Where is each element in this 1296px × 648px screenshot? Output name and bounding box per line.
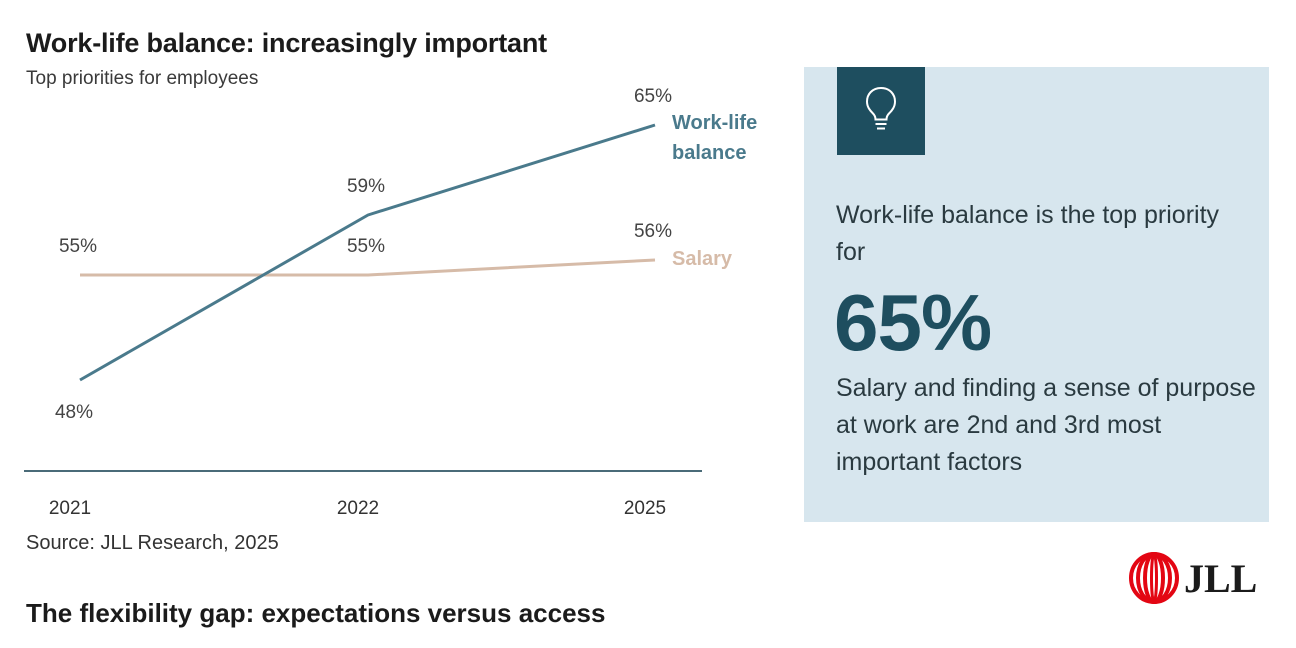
series-name-work-life-balance: balance (672, 142, 746, 164)
x-tick-label: 2022 (337, 498, 379, 519)
data-label-salary: 56% (634, 221, 672, 242)
jll-logo: JLL (1128, 552, 1257, 604)
data-label-salary: 55% (59, 236, 97, 257)
panel-big-number: 65% (834, 278, 992, 367)
icon-box (837, 67, 925, 155)
chart-subtitle: Top priorities for employees (26, 68, 259, 89)
source-note: Source: JLL Research, 2025 (26, 532, 279, 554)
panel-intro-text: Work-life balance is the top priority fo… (836, 201, 1220, 266)
lightbulb-icon (865, 86, 897, 130)
chart-title: Work-life balance: increasingly importan… (26, 28, 547, 58)
series-line-salary (80, 258, 656, 277)
section-title: The flexibility gap: expectations versus… (26, 598, 606, 628)
panel-detail-text: Salary and finding a sense of purpose at… (836, 374, 1256, 476)
data-label-work-life-balance: 48% (55, 402, 93, 423)
highlight-panel: Work-life balance is the top priority fo… (804, 67, 1269, 522)
series-name-work-life-balance: Work-life (672, 112, 757, 134)
data-label-salary: 55% (347, 236, 385, 257)
series-name-salary: Salary (672, 248, 733, 270)
data-label-work-life-balance: 59% (347, 176, 385, 197)
line-chart: 2021 2022 2025 55% 55% 56%Salary 48% 59% 65%Work… (24, 86, 757, 519)
data-label-work-life-balance: 65% (634, 86, 672, 107)
jll-logo-text: JLL (1184, 555, 1258, 601)
jll-logo-mark (1129, 552, 1179, 604)
x-tick-label: 2025 (624, 498, 666, 519)
x-tick-label: 2021 (49, 498, 91, 519)
